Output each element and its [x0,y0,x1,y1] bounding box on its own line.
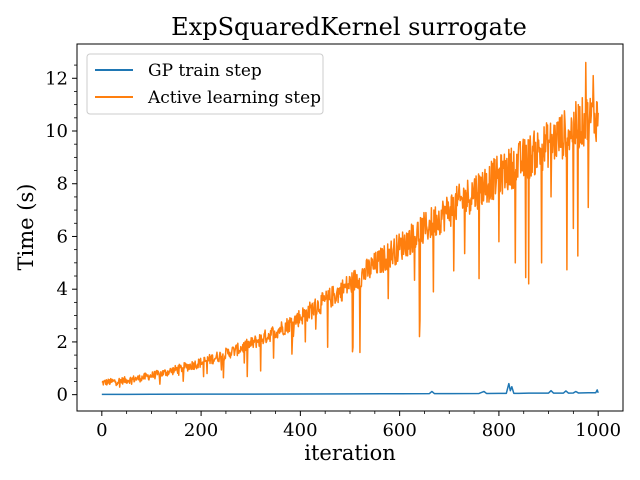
y-tick-label: 6 [57,226,68,247]
y-tick-label: 8 [57,174,68,195]
legend-frame [86,53,324,115]
series-line-gp-train-step [101,382,599,396]
x-axis-label: iteration [304,441,395,465]
y-tick-label: 10 [45,121,68,142]
x-axis: 0 200 400 600 800 1000 [96,411,621,441]
x-tick-label: 400 [283,420,317,441]
x-tick-label: 600 [382,420,416,441]
y-tick-label: 12 [45,68,68,89]
y-axis-label: Time (s) [14,184,38,271]
x-tick-label: 1000 [575,420,621,441]
legend: GP train step Active learning step [86,53,324,115]
x-tick-label: 200 [184,420,218,441]
y-axis: 0 2 4 6 8 10 12 [45,64,77,406]
y-tick-label: 4 [57,279,68,300]
y-tick-label: 0 [57,385,68,406]
y-tick-label: 2 [57,332,68,353]
series-line-active-learning-step [101,61,599,388]
chart-title: ExpSquaredKernel surrogate [171,13,527,41]
legend-label-gp-train-step: GP train step [148,61,262,81]
x-tick-label: 0 [96,420,107,441]
legend-label-active-learning-step: Active learning step [147,88,321,108]
x-tick-label: 800 [482,420,516,441]
